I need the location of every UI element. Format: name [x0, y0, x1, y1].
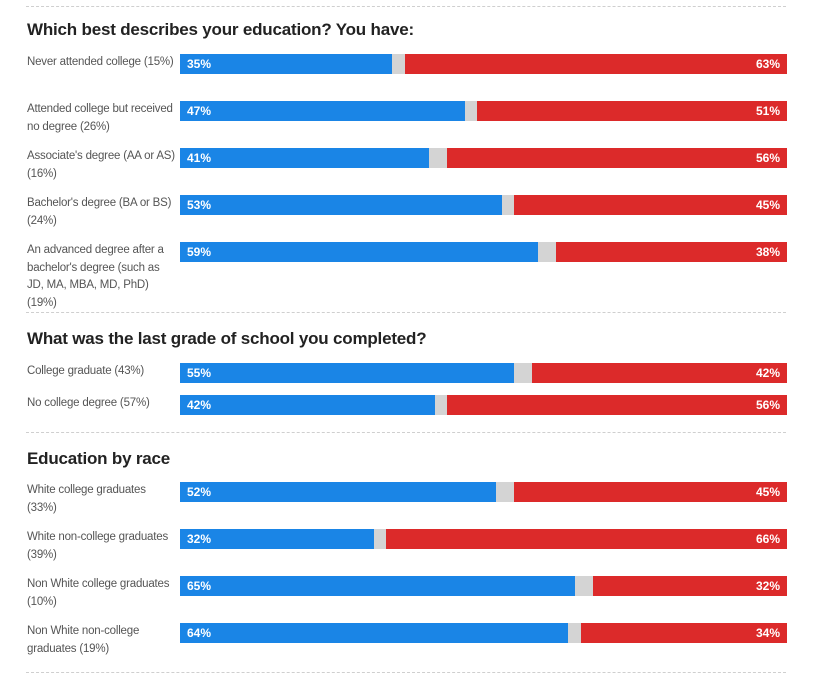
row-label-attended-college-but-received-no-degree-: Attended college but received no degree …: [27, 103, 173, 133]
bar-row: 55% 42%: [180, 363, 787, 383]
data-label-red: 45%: [755, 198, 780, 212]
data-label-red: 34%: [755, 626, 780, 640]
data-label-blue: 47%: [187, 104, 212, 118]
bar-segment-red: [532, 363, 787, 383]
data-label-blue: 52%: [187, 485, 212, 499]
row-label-white-college-graduates-33: White college graduates (33%): [27, 484, 146, 514]
data-label-red: 38%: [755, 245, 780, 259]
row-label-non-white-non-college-graduates-19: Non White non-college graduates (19%): [27, 625, 140, 655]
bar-segment-blue: [180, 195, 502, 215]
row-label-no-college-degree-57: No college degree (57%): [27, 397, 150, 409]
row-label-bachelor-s-degree-ba-or-bs-24: Bachelor's degree (BA or BS) (24%): [27, 197, 172, 227]
row-label-non-white-college-graduates-10: Non White college graduates (10%): [27, 578, 170, 608]
row-label-never-attended-college-15: Never attended college (15%): [27, 56, 174, 68]
row-label-college-graduate-43: College graduate (43%): [27, 365, 145, 377]
data-label-red: 63%: [755, 57, 780, 71]
bar-row: 59% 38%: [180, 242, 787, 262]
bar-segment-blue: [180, 363, 514, 383]
row-label-an-advanced-degree-after-a-bachelor-s-de: An advanced degree after a bachelor's de…: [27, 244, 164, 309]
bar-segment-red: [580, 623, 787, 643]
bar-segment-blue: [180, 54, 393, 74]
bar-row: 41% 56%: [180, 148, 787, 168]
section-divider: [26, 6, 786, 7]
bar-segment-blue: [180, 395, 435, 415]
section-divider: [26, 312, 786, 313]
data-label-blue: 32%: [187, 532, 212, 546]
data-label-red: 66%: [755, 532, 780, 546]
bar-segment-red: [513, 482, 787, 502]
bar-segment-blue: [180, 242, 539, 262]
data-label-blue: 41%: [187, 151, 212, 165]
data-label-blue: 53%: [187, 198, 212, 212]
row-label-white-non-college-graduates-39: White non-college graduates (39%): [27, 531, 168, 561]
bar-row: 42% 56%: [180, 395, 787, 415]
bar-segment-blue: [180, 529, 375, 549]
bar-segment-blue: [180, 148, 429, 168]
bar-segment-red: [447, 148, 787, 168]
bar-segment-red: [592, 576, 787, 596]
section-divider: [26, 432, 786, 433]
bar-row: 32% 66%: [180, 529, 787, 549]
row-label-associate-s-degree-aa-or-as-16: Associate's degree (AA or AS) (16%): [27, 150, 175, 180]
bar-row: 65% 32%: [180, 576, 787, 596]
bar-segment-red: [404, 54, 787, 74]
data-label-red: 45%: [755, 485, 780, 499]
bar-segment-red: [386, 529, 787, 549]
data-label-red: 32%: [755, 579, 780, 593]
bar-segment-blue: [180, 101, 466, 121]
data-label-red: 51%: [755, 104, 780, 118]
bar-row: 64% 34%: [180, 623, 787, 643]
bar-segment-red: [447, 395, 787, 415]
section-title: What was the last grade of school you co…: [27, 329, 427, 348]
bar-row: 52% 45%: [180, 482, 787, 502]
bar-segment-red: [556, 242, 787, 262]
data-label-blue: 35%: [187, 57, 212, 71]
bar-segment-red: [477, 101, 787, 121]
section-divider: [26, 672, 786, 673]
data-label-blue: 42%: [187, 398, 212, 412]
data-label-red: 56%: [755, 151, 780, 165]
bar-segment-blue: [180, 623, 569, 643]
section-title: Education by race: [27, 449, 171, 468]
bar-row: 47% 51%: [180, 101, 787, 121]
data-label-blue: 59%: [187, 245, 212, 259]
data-label-red: 42%: [755, 366, 780, 380]
data-label-blue: 64%: [187, 626, 212, 640]
data-label-blue: 55%: [187, 366, 212, 380]
bar-segment-blue: [180, 576, 575, 596]
bar-segment-blue: [180, 482, 496, 502]
bar-segment-red: [513, 195, 787, 215]
data-label-blue: 65%: [187, 579, 212, 593]
section-title: Which best describes your education? You…: [27, 20, 414, 39]
data-label-red: 56%: [755, 398, 780, 412]
bar-row: 35% 63%: [180, 54, 787, 74]
bar-row: 53% 45%: [180, 195, 787, 215]
